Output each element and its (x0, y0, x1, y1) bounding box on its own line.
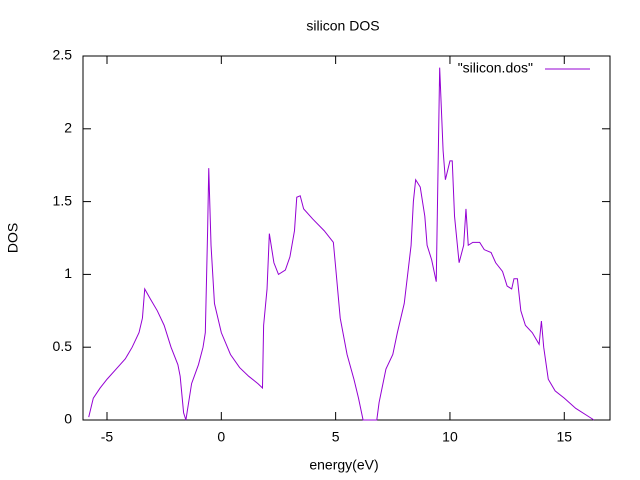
y-tick-label: 0 (64, 411, 72, 427)
plot-border (82, 55, 611, 421)
chart-title: silicon DOS (306, 18, 379, 34)
x-axis-label: energy(eV) (309, 457, 378, 473)
x-tick-label: 15 (556, 429, 572, 445)
y-tick-label: 2.5 (53, 47, 73, 63)
y-tick-label: 2 (64, 120, 72, 136)
legend-label: "silicon.dos" (458, 60, 533, 76)
x-tick-label: 5 (332, 429, 340, 445)
x-tick-label: -5 (101, 429, 114, 445)
y-tick-label: 1.5 (53, 192, 73, 208)
data-line (88, 67, 595, 421)
x-tick-label: 0 (217, 429, 225, 445)
y-tick-label: 0.5 (53, 338, 73, 354)
y-tick-label: 1 (64, 265, 72, 281)
x-tick-label: 10 (442, 429, 458, 445)
y-axis-label: DOS (5, 223, 21, 253)
